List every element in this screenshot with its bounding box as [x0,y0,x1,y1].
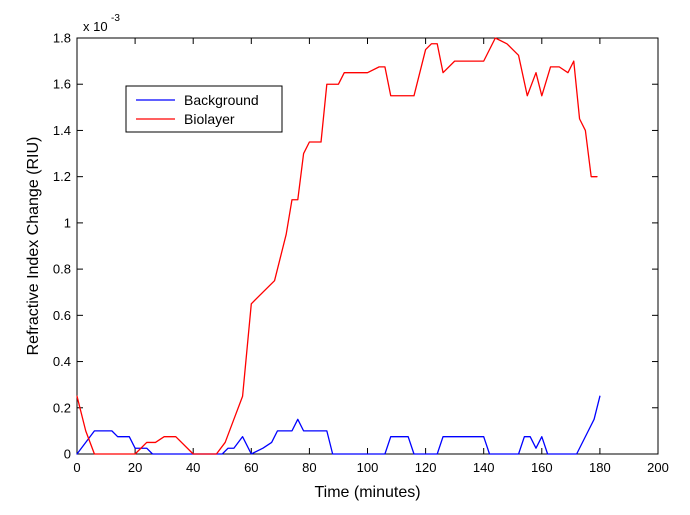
x-axis: 0 20 40 60 80 100 120 140 160 180 200 [73,38,669,475]
y-axis-tick-label: 1.4 [53,123,71,138]
y-axis: 0 0.2 0.4 0.6 0.8 1 1.2 1.4 1.6 1.8 [53,31,658,462]
y-axis-tick-label: 0.6 [53,308,71,323]
axis-multiplier-exponent: -3 [111,13,120,24]
x-axis-tick-label: 160 [531,460,553,475]
y-axis-tick-label: 1 [64,215,71,230]
x-axis-label: Time (minutes) [314,484,420,501]
x-axis-tick-label: 60 [244,460,258,475]
series-layer [76,37,601,455]
y-axis-tick-label: 0.4 [53,354,71,369]
y-axis-tick-label: 1.6 [53,77,71,92]
legend-label-biolayer: Biolayer [184,111,235,127]
x-axis-tick-label: 200 [647,460,669,475]
x-axis-tick-label: 0 [73,460,80,475]
series-line-background [76,395,601,455]
legend: Background Biolayer [125,85,283,133]
y-axis-tick-label: 0 [64,447,71,462]
x-axis-tick-label: 80 [302,460,316,475]
y-axis-label: Refractive Index Change (RIU) [25,137,42,356]
legend-box [125,85,283,133]
x-axis-tick-label: 100 [357,460,379,475]
x-axis-tick-label: 180 [589,460,611,475]
x-axis-tick-label: 20 [128,460,142,475]
axis-multiplier-prefix: x 10 [83,19,108,34]
y-axis-tick-label: 1.2 [53,169,71,184]
y-axis-ticks: 0 0.2 0.4 0.6 0.8 1 1.2 1.4 1.6 1.8 [53,31,658,462]
x-axis-tick-label: 120 [415,460,437,475]
x-axis-ticks: 0 20 40 60 80 100 120 140 160 180 200 [73,38,669,475]
axis-multiplier: x 10 -3 [83,13,120,34]
y-axis-tick-label: 0.8 [53,262,71,277]
x-axis-tick-label: 140 [473,460,495,475]
y-axis-tick-label: 0.2 [53,400,71,415]
x-axis-tick-label: 40 [186,460,200,475]
legend-label-background: Background [184,92,259,108]
y-axis-tick-label: 1.8 [53,31,71,46]
series-line-biolayer [76,37,598,455]
